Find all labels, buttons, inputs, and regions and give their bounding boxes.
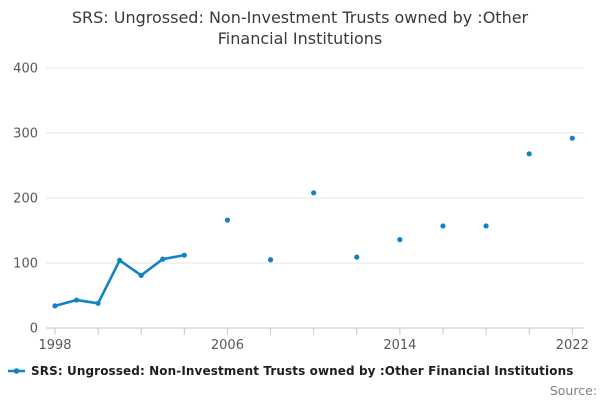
data-point[interactable] [397, 237, 403, 243]
data-point[interactable] [569, 135, 575, 141]
data-point[interactable] [526, 151, 532, 157]
y-tick-label: 400 [13, 62, 38, 77]
chart-title: SRS: Ungrossed: Non-Investment Trusts ow… [20, 7, 580, 49]
chart-title-line1: SRS: Ungrossed: Non-Investment Trusts ow… [71, 8, 529, 27]
x-tick-label: 1998 [38, 338, 71, 353]
data-point[interactable] [117, 257, 123, 263]
legend-item[interactable]: SRS: Ungrossed: Non-Investment Trusts ow… [8, 364, 573, 378]
data-point[interactable] [138, 272, 144, 278]
x-tick-label: 2014 [383, 338, 416, 353]
data-point[interactable] [224, 217, 231, 223]
y-tick-label: 0 [30, 322, 38, 337]
data-point[interactable] [354, 254, 360, 260]
source-label: Source: [549, 383, 597, 398]
data-point[interactable] [160, 256, 166, 262]
y-tick-label: 100 [13, 257, 38, 272]
chart-title-line2: Financial Institutions [217, 29, 383, 49]
y-tick-label: 200 [13, 192, 38, 207]
legend-label: SRS: Ungrossed: Non-Investment Trusts ow… [31, 364, 574, 378]
data-point[interactable] [181, 252, 187, 258]
data-point[interactable] [95, 300, 101, 306]
data-point[interactable] [311, 190, 317, 196]
data-point[interactable] [440, 223, 446, 229]
x-tick-label: 2022 [556, 338, 589, 353]
data-point[interactable] [267, 257, 274, 263]
data-point[interactable] [52, 303, 58, 309]
x-tick-label: 2006 [211, 338, 244, 353]
data-point[interactable] [73, 297, 80, 303]
legend-line-dot-icon [8, 368, 25, 374]
y-tick-label: 300 [13, 127, 38, 142]
data-point[interactable] [483, 223, 489, 229]
